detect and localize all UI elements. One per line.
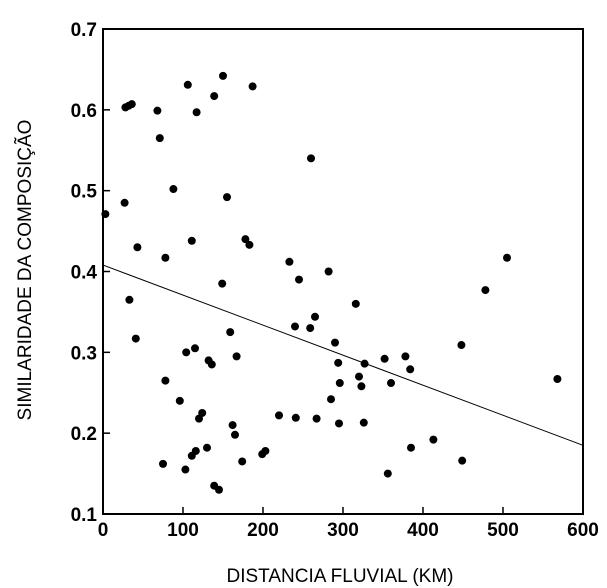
y-tick-label: 0.7 [71,20,97,41]
data-point [182,348,191,357]
data-point [387,379,395,388]
data-point [231,430,239,439]
data-point [357,382,366,391]
data-point [324,267,333,276]
x-tick-label: 100 [167,520,199,541]
data-point [407,443,415,452]
data-point [503,253,511,262]
y-tick-label: 0.5 [71,182,98,203]
data-point [175,396,184,405]
data-point [192,108,201,117]
data-point [187,236,196,245]
data-point [335,379,344,388]
data-point [161,376,170,385]
x-tick-label: 300 [327,520,359,541]
data-point [191,446,200,455]
data-point [125,295,134,304]
data-point [198,408,207,417]
x-axis-title: DISTANCIA FLUVIAL (KM) [227,566,454,587]
data-point [161,253,170,262]
data-point [457,341,466,350]
data-point [383,469,392,478]
data-point [311,312,319,321]
data-point [226,328,235,337]
y-tick-label: 0.2 [71,424,97,445]
data-point [553,375,562,384]
data-point [248,82,257,91]
y-tick-label: 0.1 [71,505,98,526]
data-point [232,352,241,361]
data-point [207,360,216,369]
data-point [307,154,315,163]
data-point [133,243,142,252]
data-point [127,100,136,109]
data-point [306,324,315,333]
data-point [183,80,192,89]
data-point [275,411,283,420]
data-point [359,418,368,427]
data-point [131,334,140,343]
data-point [169,185,178,194]
data-point [241,235,250,244]
data-point [181,465,190,474]
data-point [380,354,389,363]
data-point [155,134,164,143]
data-point [360,359,369,368]
data-point [401,352,410,361]
x-tick-label: 600 [567,520,599,541]
data-point [153,106,162,115]
x-tick-label: 400 [407,520,439,541]
trend-line [102,264,584,446]
data-point [159,459,167,468]
data-point [335,419,343,428]
data-point [228,421,237,430]
data-point [120,198,129,207]
ticks [102,28,584,515]
data-point [331,338,339,347]
y-tick-label: 0.4 [71,263,98,284]
data-point [458,456,467,465]
data-point [312,414,321,423]
data-point [334,358,343,367]
data-point [429,435,438,444]
x-tick-label: 200 [247,520,279,541]
y-tick-label: 0.3 [71,343,97,364]
data-point [406,365,415,374]
data-point [219,71,227,80]
x-tick-label: 0 [98,520,109,541]
x-tick-label: 500 [487,520,519,541]
data-point [261,446,270,455]
data-point [245,240,254,249]
data-point [355,372,363,381]
data-point [218,279,227,288]
data-point [291,322,299,331]
data-point [210,92,219,101]
data-point [215,485,223,494]
data-point [238,457,247,466]
plot-frame [102,28,584,515]
data-point [285,257,294,266]
data-point [295,275,303,284]
data-point [291,413,300,422]
data-point [191,344,199,353]
y-tick-label: 0.6 [71,101,97,122]
data-point [327,395,335,404]
data-point [223,193,231,202]
data-points [101,71,562,494]
data-point [481,286,490,295]
data-point [203,443,211,452]
y-axis-title: SIMILARIDADE DA COMPOSIÇÃO [14,120,36,421]
data-point [351,299,360,308]
tick-labels: 0 100 200 300 400 500 600 0.1 0.2 0.3 0.4 0.5 0.6 0.7 [71,20,599,541]
